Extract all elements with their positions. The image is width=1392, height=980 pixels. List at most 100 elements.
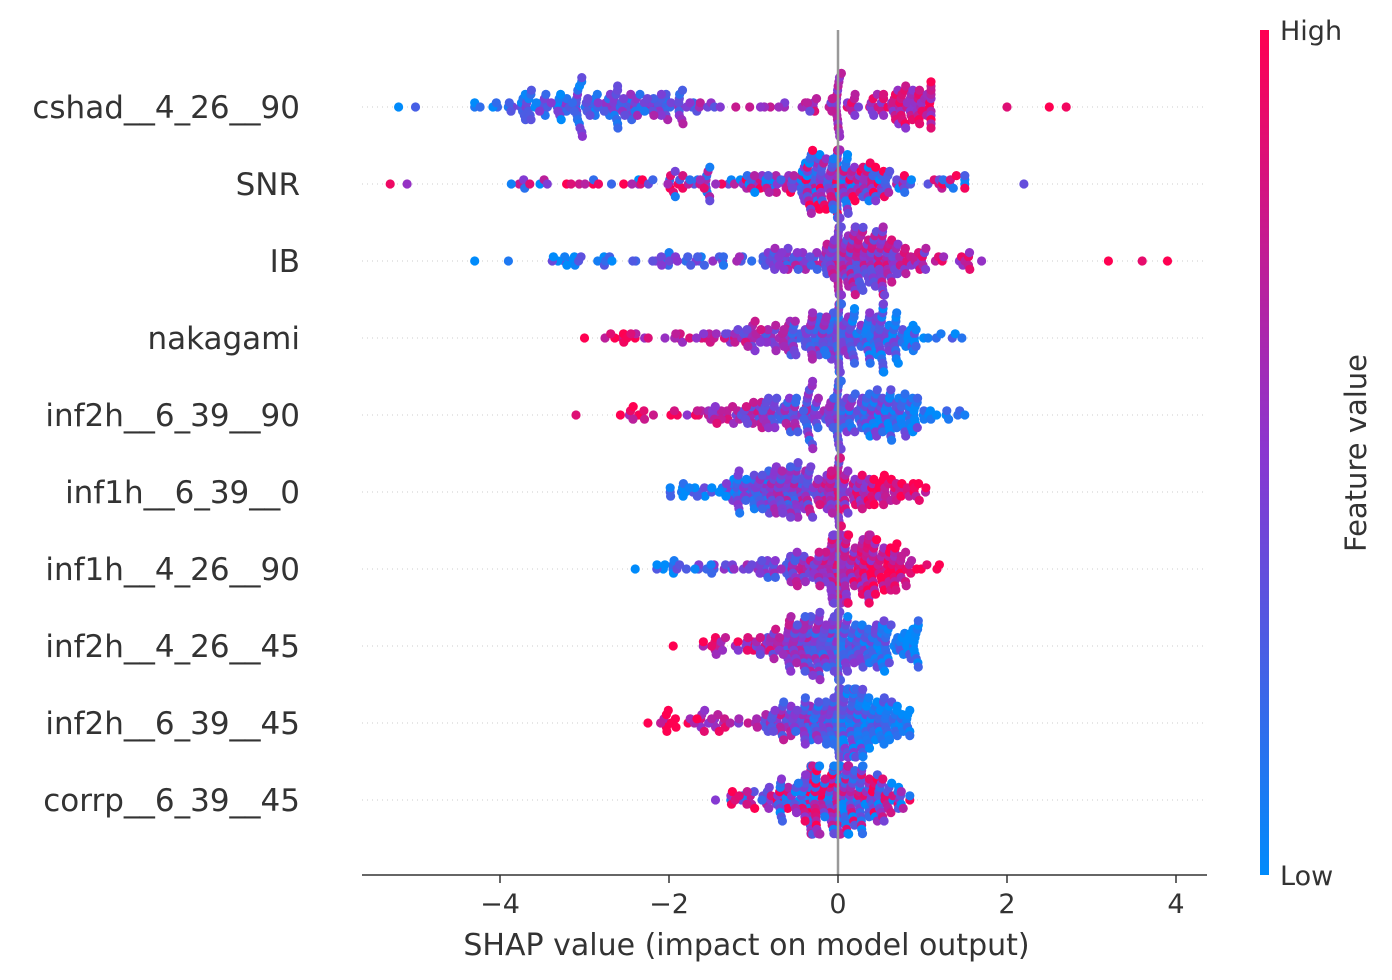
shap-dot — [745, 102, 755, 112]
shap-dot — [886, 808, 896, 818]
shap-dot — [849, 658, 859, 668]
shap-dot — [743, 341, 753, 351]
shap-dot — [911, 325, 921, 335]
shap-dot — [869, 110, 879, 120]
shap-dot — [842, 150, 853, 160]
shap-dot — [531, 98, 541, 108]
shap-dot — [850, 196, 860, 206]
feature-label: inf2h__4_26__45 — [45, 629, 300, 665]
shap-dot — [770, 556, 780, 566]
colorbar-gradient — [1260, 30, 1269, 875]
shap-dot — [648, 175, 658, 185]
shap-dot — [898, 803, 908, 814]
shap-dot — [698, 637, 709, 647]
shap-dot — [685, 175, 695, 185]
shap-dot — [792, 581, 803, 591]
shap-dot — [858, 684, 868, 695]
shap-dot — [695, 98, 705, 108]
shap-dot — [864, 598, 874, 608]
shap-dot — [977, 256, 987, 266]
shap-dot — [628, 256, 638, 266]
shap-dot — [829, 393, 839, 403]
shap-dot — [814, 697, 824, 707]
shap-dot — [674, 560, 685, 570]
shap-dot — [721, 560, 731, 570]
shap-dot — [878, 427, 888, 437]
shap-dot — [683, 252, 693, 262]
shap-dot — [934, 560, 945, 570]
shap-dot — [914, 85, 925, 95]
shap-dot — [800, 739, 810, 749]
shap-dot — [901, 269, 911, 279]
feature-label: nakagami — [147, 321, 300, 357]
shap-dot — [865, 358, 875, 368]
shap-dot — [735, 508, 745, 518]
shap-dot — [886, 385, 896, 395]
shap-dot — [829, 761, 839, 771]
shap-dot — [710, 402, 720, 412]
shap-dot — [901, 81, 911, 91]
feature-label: inf2h__6_39__45 — [45, 706, 300, 742]
shap-dot — [800, 612, 810, 622]
shap-dot — [677, 85, 688, 95]
shap-dot — [799, 406, 809, 416]
shap-dot — [525, 179, 535, 189]
shap-dot — [926, 123, 936, 133]
shap-dot — [829, 612, 839, 622]
shap-dot — [692, 491, 702, 501]
shap-dot — [755, 633, 765, 643]
feature-label: inf1h__6_39__0 — [65, 475, 300, 511]
shap-dot — [615, 410, 626, 420]
shap-dot — [879, 816, 889, 826]
shap-dot — [708, 256, 718, 266]
shap-dot — [699, 726, 709, 737]
shap-dot — [912, 423, 922, 433]
shap-dot — [627, 179, 637, 189]
shap-dot — [899, 171, 910, 181]
shap-dot — [566, 179, 576, 189]
shap-dot — [878, 774, 888, 784]
shap-dot — [905, 705, 915, 716]
shap-dot — [560, 252, 570, 262]
shap-dot — [892, 269, 903, 279]
shap-dot — [626, 329, 636, 339]
shap-dot — [844, 761, 854, 771]
shap-dot — [410, 102, 421, 112]
x-axis-label: SHAP value (impact on model output) — [463, 928, 1029, 963]
shap-dot — [815, 581, 825, 591]
shap-dot — [858, 761, 868, 771]
shap-dot — [714, 487, 724, 497]
shap-dot — [776, 564, 786, 574]
shap-dot — [670, 192, 680, 202]
shap-dot — [842, 666, 853, 676]
shap-dot — [793, 778, 804, 788]
shap-dot — [693, 252, 703, 262]
shap-dot — [791, 393, 802, 403]
shap-dot — [619, 94, 629, 104]
shap-dot — [776, 774, 787, 784]
shap-dot — [628, 414, 638, 424]
shap-dot — [885, 166, 895, 176]
shap-dot — [613, 81, 623, 91]
shap-dot — [546, 98, 556, 108]
shap-dot — [806, 260, 816, 270]
shap-dot — [786, 612, 796, 622]
shap-dot — [921, 483, 931, 493]
shap-dot — [670, 166, 680, 176]
shap-dot — [730, 337, 740, 347]
shap-dot — [800, 816, 810, 826]
shap-dot — [835, 131, 845, 141]
shap-dot — [691, 333, 702, 343]
shap-dot — [849, 581, 860, 591]
shap-dot — [892, 701, 902, 711]
shap-dot — [905, 731, 915, 741]
shap-dot — [829, 739, 839, 749]
shap-dot — [808, 444, 818, 454]
shap-dot — [672, 256, 683, 266]
shap-dot — [749, 504, 760, 514]
shap-dot — [599, 106, 609, 116]
shap-dot — [850, 89, 860, 99]
shap-dot — [717, 645, 728, 655]
shap-dot — [772, 393, 782, 403]
shap-dot — [957, 333, 967, 343]
